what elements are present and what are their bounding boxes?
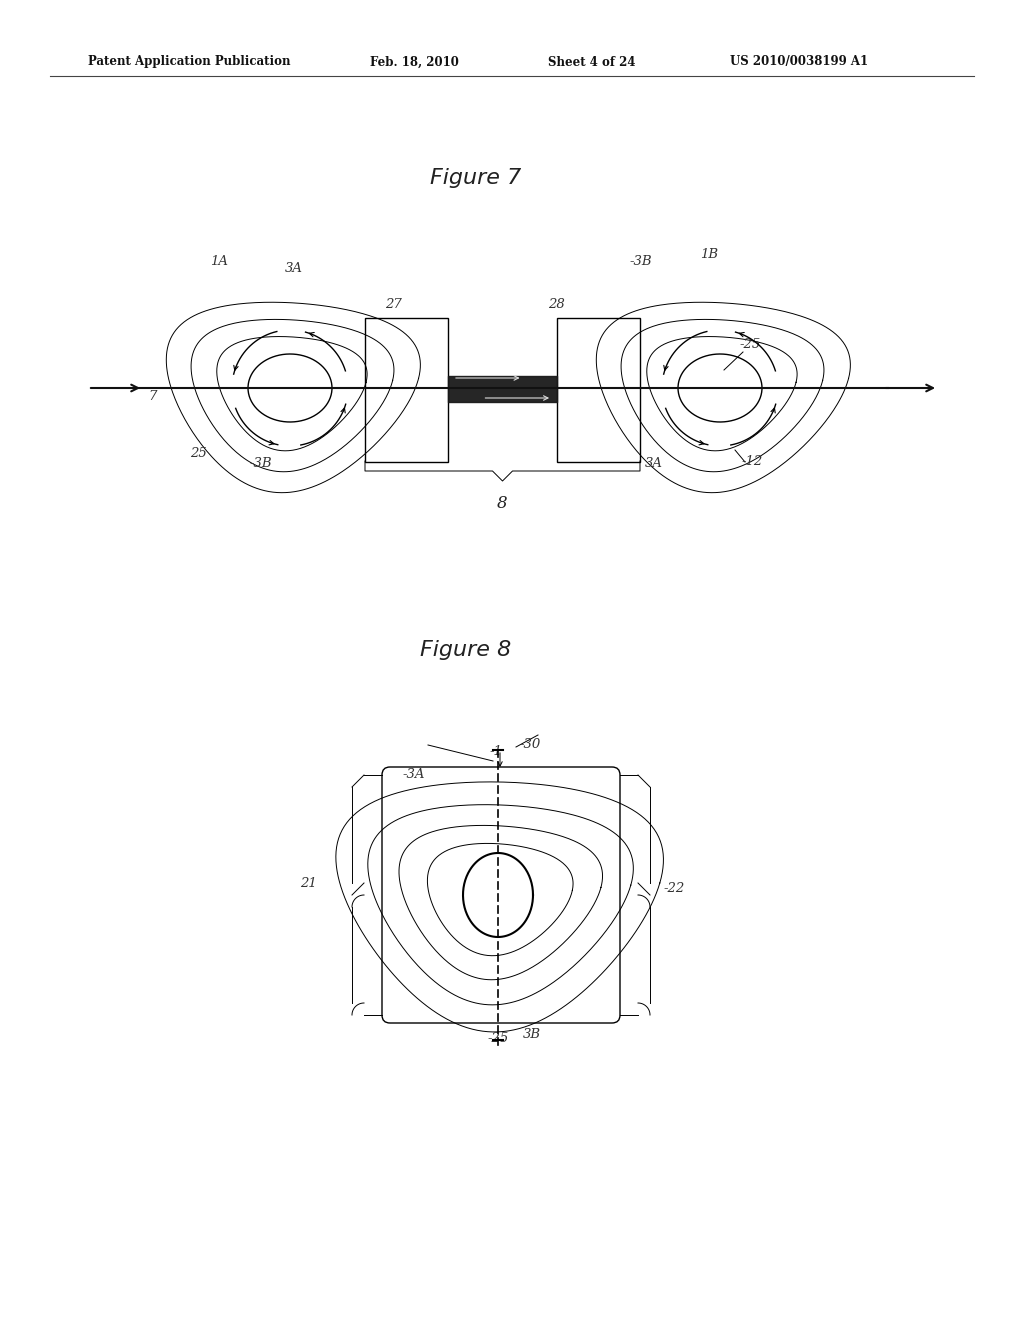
Text: 3B: 3B	[523, 1028, 541, 1041]
Text: Feb. 18, 2010: Feb. 18, 2010	[370, 55, 459, 69]
Text: -3A: -3A	[403, 768, 426, 781]
Text: -22: -22	[664, 882, 685, 895]
Text: -1: -1	[490, 744, 503, 758]
Text: 3A: 3A	[285, 261, 303, 275]
Text: -3B: -3B	[630, 255, 652, 268]
Text: 7: 7	[148, 389, 157, 403]
Text: -25: -25	[740, 338, 761, 351]
Text: 3A: 3A	[645, 457, 663, 470]
Text: Sheet 4 of 24: Sheet 4 of 24	[548, 55, 636, 69]
Text: 25: 25	[190, 447, 207, 459]
Text: -30: -30	[520, 738, 542, 751]
Text: 28: 28	[548, 298, 565, 312]
Text: Patent Application Publication: Patent Application Publication	[88, 55, 291, 69]
Text: 1A: 1A	[210, 255, 228, 268]
Text: Figure 7: Figure 7	[430, 168, 521, 187]
Text: -25: -25	[488, 1032, 509, 1045]
Text: 8: 8	[498, 495, 508, 512]
Text: -12: -12	[742, 455, 763, 469]
Text: 27: 27	[385, 298, 401, 312]
Text: US 2010/0038199 A1: US 2010/0038199 A1	[730, 55, 868, 69]
Text: 1B: 1B	[700, 248, 718, 261]
Text: -3B: -3B	[250, 457, 272, 470]
Text: Figure 8: Figure 8	[420, 640, 511, 660]
Text: 21: 21	[300, 876, 316, 890]
